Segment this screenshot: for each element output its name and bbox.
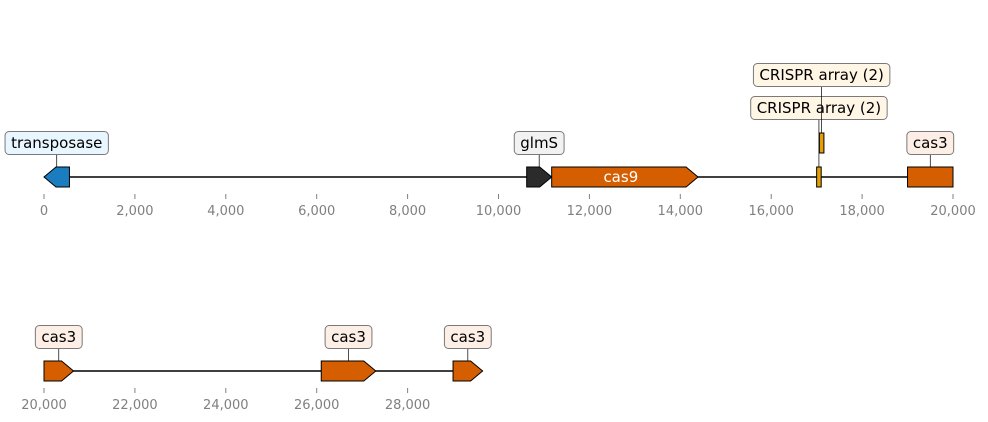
axis-tick-label: 20,000 — [930, 204, 976, 219]
gene-label-box — [513, 131, 565, 155]
axis-tick-label: 28,000 — [385, 398, 431, 413]
gene-label-box — [750, 96, 888, 120]
axis-tick-label: 18,000 — [839, 204, 885, 219]
gene-label-box — [324, 325, 373, 349]
gene-label-box — [443, 325, 492, 349]
axis-tick-label: 14,000 — [658, 204, 704, 219]
axis-tick-label: 24,000 — [203, 398, 249, 413]
axis-tick-label: 22,000 — [112, 398, 158, 413]
axis-tick-label: 26,000 — [294, 398, 340, 413]
axis-tick-label: 16,000 — [748, 204, 794, 219]
track-1: 0 2,000 4,000 6,000 8,000 10,000 12,000 14,000 1… — [4, 63, 976, 219]
gene-label: CRISPR array (2) — [759, 66, 883, 84]
gene-crispr-array-2 — [818, 132, 825, 154]
gene-cas3 — [907, 166, 954, 188]
gene-label: cas3 — [331, 328, 366, 346]
gene-cas3 — [320, 360, 377, 382]
axis-tick-label: 0 — [40, 204, 48, 219]
axis-tick-label: 12,000 — [567, 204, 613, 219]
gene-label: cas3 — [450, 328, 485, 346]
axis-tick-label: 6,000 — [298, 204, 335, 219]
gene-label: cas3 — [913, 134, 948, 152]
axis-tick-label: 20,000 — [21, 398, 67, 413]
gene-label-box — [906, 131, 955, 155]
gene-label-box — [4, 131, 109, 155]
gene-label: transposase — [11, 134, 102, 152]
gene-label: cas3 — [41, 328, 76, 346]
gene-cas3 — [452, 360, 484, 382]
gene-cas3 — [43, 360, 75, 382]
axis-tick-label: 2,000 — [116, 204, 153, 219]
gene-label: cas9 — [603, 168, 638, 186]
axis-tick-label: 8,000 — [389, 204, 426, 219]
axis-tick-label: 4,000 — [207, 204, 244, 219]
axis-tick-label: 10,000 — [476, 204, 522, 219]
gene-label: glmS — [520, 134, 558, 152]
track-2: 20,000 22,000 24,000 26,000 28,000 cas3 cas3 ca… — [21, 325, 492, 413]
gene-glms — [526, 166, 553, 188]
gene-crispr-array-2 — [816, 166, 822, 188]
gene-label: CRISPR array (2) — [757, 99, 881, 117]
gene-label-box — [34, 325, 83, 349]
gene-transposase — [43, 166, 70, 188]
gene-label-box — [752, 63, 891, 87]
gene-cas9 — [551, 166, 699, 188]
